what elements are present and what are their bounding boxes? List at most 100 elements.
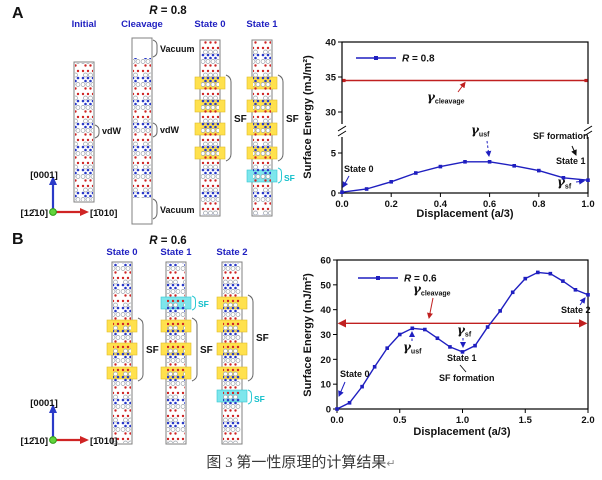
slab-initial: vdW	[73, 61, 122, 203]
data-point	[485, 325, 490, 329]
data-point	[397, 332, 402, 337]
sf-label: SF	[286, 114, 299, 125]
slab-cleavage: Vacuum vdW Vacuum	[131, 37, 195, 225]
legend-label: R = 0.8	[402, 54, 435, 65]
y-tick-label: 40	[325, 38, 336, 49]
data-point	[537, 168, 541, 173]
axis-normal-label: [12̄10]	[21, 436, 48, 447]
sf-basal-bracket	[247, 389, 252, 405]
column-label-cleavage: Cleavage	[121, 19, 163, 30]
data-point	[364, 187, 369, 191]
x-tick-label: 0.4	[434, 199, 448, 210]
x-tick-label: 0.2	[385, 199, 398, 210]
gamma-cleavage-label: γcleavage	[413, 282, 451, 298]
x-tick-label: 0.5	[393, 415, 407, 426]
slab-state1: SF SF	[160, 261, 213, 445]
data-point	[389, 180, 393, 184]
y-tick-label: 5	[331, 149, 337, 160]
vacuum-bracket-top	[152, 39, 158, 58]
data-point	[460, 350, 465, 354]
x-tick-label: 2.0	[581, 415, 594, 426]
sf-basal-label: SF	[254, 394, 265, 404]
data-point	[487, 160, 492, 164]
axis-vertical-label: [0001]	[30, 398, 57, 409]
data-point	[435, 336, 440, 341]
slab-state0: SF	[106, 261, 159, 445]
column-label-state2: State 2	[216, 247, 247, 258]
panel-b-structures: B R = 0.6 State 0 State 1 State 2 SF SF	[12, 231, 269, 447]
ann-gamma_usf: γusf	[403, 340, 422, 356]
panel-b-title: R = 0.6	[149, 235, 186, 247]
y-tick-label: 20	[320, 355, 331, 366]
ann-gamma_sf: γsf	[457, 323, 472, 339]
axis-normal-label: [12̄10]	[21, 208, 48, 219]
data-point	[510, 290, 515, 295]
axis-normal-dot	[49, 208, 57, 216]
x-tick-label: 0.0	[330, 415, 343, 426]
y-tick-label: 35	[325, 73, 336, 84]
data-point	[463, 160, 467, 164]
data-point	[512, 164, 516, 168]
column-label-state1: State 1	[160, 247, 192, 258]
x-tick-label: 1.0	[456, 415, 469, 426]
panel-a-title: R = 0.8	[149, 5, 187, 17]
axis-horizontal-label: [1̄010]	[90, 208, 117, 219]
ann-gamma_sf: γsf	[557, 175, 572, 191]
sf-label: SF	[200, 345, 213, 356]
data-point	[573, 288, 578, 292]
x-tick-label: 0.6	[483, 199, 496, 210]
panel-a-label: A	[12, 5, 24, 22]
data-point	[372, 364, 377, 369]
gamma-cleavage-label: γcleavage	[427, 90, 465, 106]
vacuum-top-label: Vacuum	[160, 44, 195, 54]
ann-state0: State 0	[344, 164, 374, 174]
data-point	[548, 271, 553, 276]
data-point	[586, 178, 590, 182]
ann-state1: State 1	[447, 353, 477, 363]
axis-horizontal-label: [1̄010]	[90, 436, 117, 447]
energy-curve	[341, 161, 589, 193]
data-point	[561, 279, 565, 283]
sf-bracket	[191, 317, 198, 382]
vacuum-bracket-bottom	[152, 198, 158, 220]
y-axis-label: Surface Energy (mJ/m²)	[302, 273, 314, 397]
ann-gamma_usf: γusf	[471, 123, 490, 139]
data-point	[438, 164, 443, 169]
x-tick-label: 1.0	[581, 199, 594, 210]
data-point	[473, 343, 477, 348]
x-axis-label: Displacement (a/3)	[413, 426, 511, 438]
legend-label: R = 0.6	[404, 274, 437, 285]
x-tick-label: 1.5	[519, 415, 533, 426]
panel-b-label: B	[12, 231, 24, 248]
y-tick-label: 60	[320, 256, 331, 267]
y-tick-label: 30	[320, 330, 331, 341]
sf-basal-label: SF	[284, 173, 295, 183]
energy-curve	[336, 271, 589, 410]
ann-state1: State 1	[556, 156, 586, 166]
data-point	[523, 276, 528, 281]
figure-caption: 图 3 第一性原理的计算结果↵	[0, 451, 602, 472]
sf-bracket	[247, 294, 254, 382]
x-tick-label: 0.8	[532, 199, 545, 210]
x-tick-label: 0.0	[335, 199, 348, 210]
data-point	[360, 384, 364, 389]
data-point	[347, 400, 352, 405]
y-tick-label: 30	[325, 108, 336, 119]
axis-vertical-label: [0001]	[30, 170, 57, 181]
sf-basal-label: SF	[198, 299, 209, 309]
data-point	[561, 176, 566, 180]
sf-bracket	[137, 317, 144, 382]
y-axis-label: Surface Energy (mJ/m²)	[302, 55, 314, 179]
data-point	[536, 270, 540, 275]
crystal-axes: [0001] [1̄010] [12̄10]	[21, 398, 118, 447]
data-point	[385, 346, 389, 350]
column-label-state0: State 0	[106, 247, 137, 258]
data-point	[340, 190, 344, 194]
paragraph-mark: ↵	[386, 458, 396, 470]
x-axis-label: Displacement (a/3)	[416, 208, 514, 220]
slab-state0: SF	[194, 39, 247, 217]
slab-state1: SF SF	[246, 39, 299, 217]
ann-sf_formation: SF formation	[439, 373, 495, 383]
